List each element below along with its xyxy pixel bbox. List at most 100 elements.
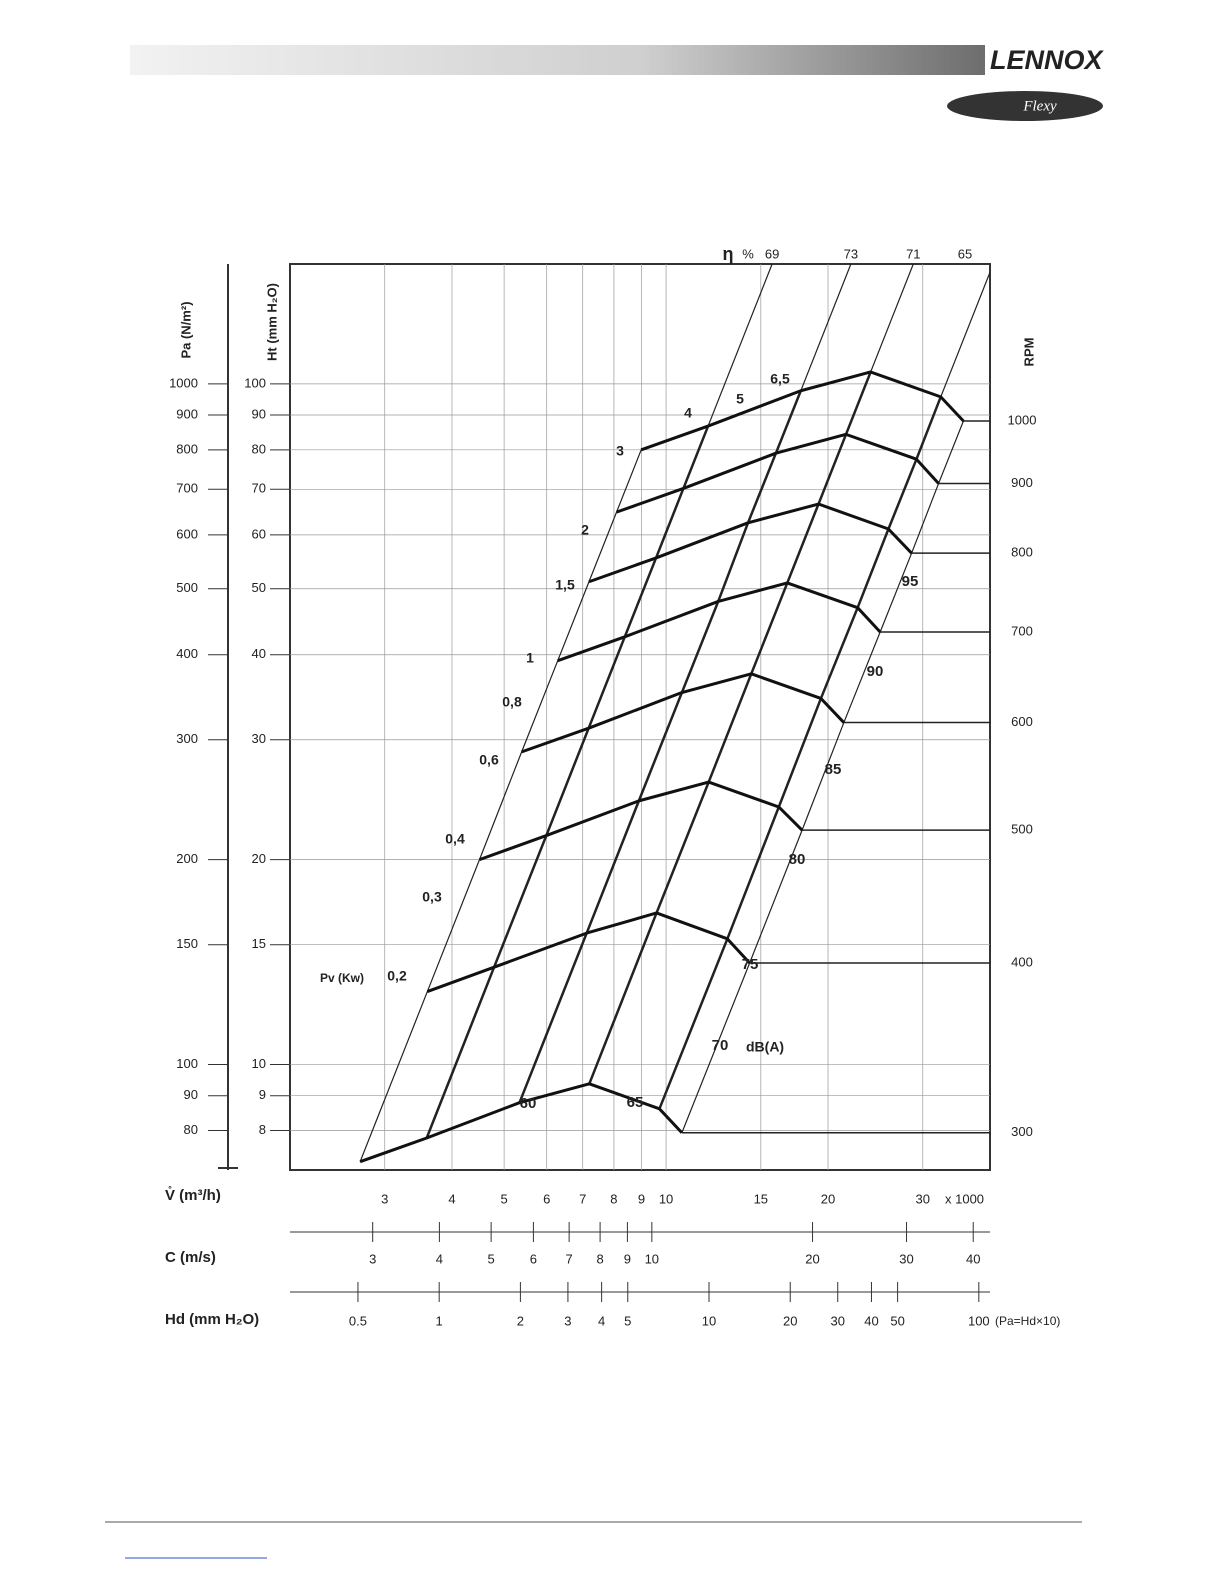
sound-label: 90 <box>867 663 884 680</box>
x-tick-label: 20 <box>821 1191 835 1206</box>
y-tick-label: 30 <box>252 731 266 746</box>
system-line <box>359 449 642 1162</box>
axis-tick-label: 100 <box>968 1313 990 1328</box>
rpm-curve <box>640 370 965 452</box>
power-label: 0,6 <box>479 752 499 768</box>
y2-tick-label: 90 <box>184 1087 198 1102</box>
y-tick-label: 10 <box>252 1056 266 1071</box>
rpm-label: 500 <box>1011 822 1033 837</box>
axis-tick-label: 40 <box>864 1313 878 1328</box>
system-line <box>681 420 964 1133</box>
system-line <box>425 425 710 1139</box>
efficiency-label: 71 <box>906 246 920 261</box>
x-axis-title: V̊ (m³/h) <box>165 1186 221 1204</box>
axis-tick-label: 1 <box>436 1313 443 1328</box>
power-label: 6,5 <box>770 371 790 387</box>
rpm-curve <box>359 1082 683 1164</box>
rpm-curve <box>478 780 804 862</box>
product-logo: Flexy <box>1022 98 1057 114</box>
rpm-label: 700 <box>1011 623 1033 638</box>
system-line <box>658 396 942 1110</box>
x-tick-label: 15 <box>754 1191 768 1206</box>
product-badge <box>947 91 1103 121</box>
axis-tick-label: 9 <box>624 1251 631 1266</box>
sound-label: 75 <box>742 956 759 973</box>
rpm-label: 900 <box>1011 475 1033 490</box>
y2-tick-label: 400 <box>176 646 198 661</box>
power-label: 0,8 <box>502 694 522 710</box>
sound-label: 65 <box>627 1094 644 1111</box>
rpm-label: 400 <box>1011 954 1033 969</box>
x-tick-label: 3 <box>381 1191 388 1206</box>
rpm-curve <box>426 911 751 993</box>
x-tick-label: 5 <box>500 1191 507 1206</box>
y2-tick-label: 600 <box>176 526 198 541</box>
power-label: 2 <box>581 522 589 538</box>
axis-tick-label: 5 <box>488 1251 495 1266</box>
axis-tick-label: 10 <box>702 1313 716 1328</box>
axis-tick-label: 4 <box>598 1313 605 1328</box>
y-tick-label: 60 <box>252 526 266 541</box>
y-tick-label: 90 <box>252 406 266 421</box>
sound-label: 85 <box>825 761 842 778</box>
axis-tick-label: 3 <box>564 1313 571 1328</box>
sound-label: 60 <box>520 1095 537 1112</box>
power-label: 0,2 <box>387 968 407 984</box>
y2-tick-label: 80 <box>184 1122 198 1137</box>
y-tick-label: 15 <box>252 936 266 951</box>
power-label: 1,5 <box>555 577 575 593</box>
axis-tick-label: 5 <box>624 1313 631 1328</box>
header-bar <box>130 45 985 75</box>
sound-label: 95 <box>902 573 919 590</box>
axis-tick-label: 6 <box>530 1251 537 1266</box>
axis-tick-label: 30 <box>899 1251 913 1266</box>
efficiency-unit: % <box>742 246 754 261</box>
efficiency-label: 69 <box>765 246 779 261</box>
y2-tick-label: 200 <box>176 851 198 866</box>
y2-tick-label: 1000 <box>169 375 198 390</box>
x-tick-label: 6 <box>543 1191 550 1206</box>
ht-axis-title: Ht (mm H₂O) <box>264 283 279 361</box>
rpm-label: 1000 <box>1008 412 1037 427</box>
plot-frame <box>289 263 991 1171</box>
x-tick-label: 4 <box>448 1191 455 1206</box>
axis-tick-label: 7 <box>566 1251 573 1266</box>
dynamic-axis-title: Hd (mm H₂O) <box>165 1311 259 1328</box>
power-label: 1 <box>526 650 534 666</box>
rpm-label: 600 <box>1011 714 1033 729</box>
y-tick-label: 40 <box>252 646 266 661</box>
efficiency-line <box>870 263 914 373</box>
y-tick-label: 80 <box>252 441 266 456</box>
efficiency-label: 65 <box>958 246 972 261</box>
power-label: 3 <box>616 443 624 459</box>
y2-tick-label: 800 <box>176 441 198 456</box>
y2-tick-label: 900 <box>176 406 198 421</box>
axis-tick-label: 40 <box>966 1251 980 1266</box>
axis-tick-label: 4 <box>436 1251 443 1266</box>
dynamic-axis-note: (Pa=Hd×10) <box>995 1314 1060 1328</box>
axis-tick-label: 50 <box>890 1313 904 1328</box>
rpm-curve <box>588 502 913 584</box>
rpm-title: RPM <box>1021 338 1036 367</box>
efficiency-line <box>940 272 991 398</box>
y-tick-label: 50 <box>252 580 266 595</box>
brand-logo: LENNOX <box>990 45 1105 75</box>
rpm-label: 300 <box>1011 1124 1033 1139</box>
axis-tick-label: 30 <box>831 1313 845 1328</box>
rpm-curve <box>521 672 845 754</box>
x-tick-label: 30 <box>916 1191 930 1206</box>
axis-tick-label: 3 <box>369 1251 376 1266</box>
sound-title: dB(A) <box>746 1039 784 1055</box>
pa-axis-title: Pa (N/m²) <box>178 301 193 358</box>
y2-tick-label: 500 <box>176 580 198 595</box>
y-tick-label: 20 <box>252 851 266 866</box>
power-label: 5 <box>736 391 744 407</box>
efficiency-symbol: η <box>723 244 734 264</box>
efficiency-label: 73 <box>844 246 858 261</box>
rpm-curve <box>616 432 940 514</box>
sound-label: 80 <box>789 851 806 868</box>
x-tick-label: 9 <box>638 1191 645 1206</box>
power-title: Pv (Kw) <box>320 971 364 985</box>
x-tick-label: 10 <box>659 1191 673 1206</box>
